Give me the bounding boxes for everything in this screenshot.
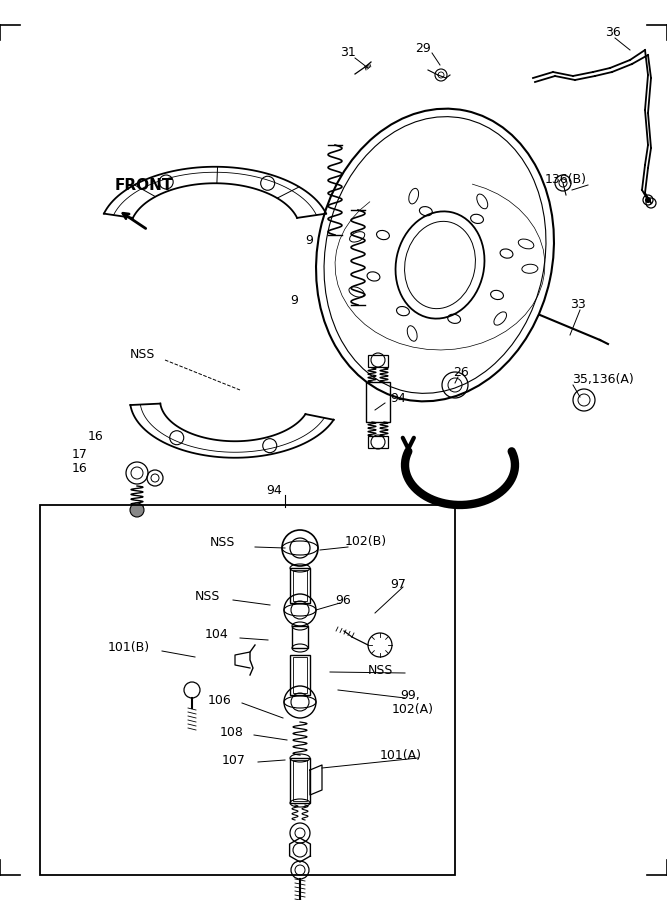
Text: 26: 26 [453, 365, 469, 379]
Bar [293, 760, 307, 801]
Text: 17: 17 [72, 448, 88, 462]
Text: 94: 94 [266, 483, 281, 497]
Text: 33: 33 [570, 299, 586, 311]
Circle shape [130, 503, 144, 517]
Text: 108: 108 [220, 726, 244, 740]
Text: 107: 107 [222, 753, 246, 767]
Bar [368, 436, 388, 448]
Bar [368, 355, 388, 367]
Text: NSS: NSS [130, 348, 155, 362]
Text: 101(A): 101(A) [380, 749, 422, 761]
Bar [290, 655, 310, 695]
Text: 9: 9 [305, 233, 313, 247]
Text: 136(B): 136(B) [545, 174, 587, 186]
Text: 35,136(A): 35,136(A) [572, 374, 634, 386]
Text: 36: 36 [605, 25, 621, 39]
Bar [290, 758, 310, 803]
Bar [366, 382, 390, 422]
Text: 102(B): 102(B) [345, 536, 387, 548]
Text: 31: 31 [340, 47, 356, 59]
Bar [293, 570, 307, 601]
Text: 96: 96 [335, 593, 351, 607]
Bar [292, 626, 308, 648]
Text: 106: 106 [208, 694, 231, 706]
Bar [290, 568, 310, 603]
Text: 16: 16 [88, 430, 104, 444]
Bar [293, 657, 307, 693]
Text: 16: 16 [72, 462, 88, 474]
Text: 9: 9 [290, 293, 298, 307]
Text: 97: 97 [390, 579, 406, 591]
Text: NSS: NSS [195, 590, 220, 604]
Text: 101(B): 101(B) [108, 642, 150, 654]
Text: 29: 29 [415, 41, 431, 55]
Circle shape [646, 197, 650, 202]
Text: 104: 104 [205, 628, 229, 642]
Bar [40, 505, 455, 875]
Text: 102(A): 102(A) [392, 704, 434, 716]
Text: FRONT: FRONT [115, 177, 173, 193]
Text: NSS: NSS [210, 536, 235, 548]
Text: 94: 94 [390, 392, 406, 404]
Text: 99,: 99, [400, 688, 420, 701]
Text: NSS: NSS [368, 663, 394, 677]
